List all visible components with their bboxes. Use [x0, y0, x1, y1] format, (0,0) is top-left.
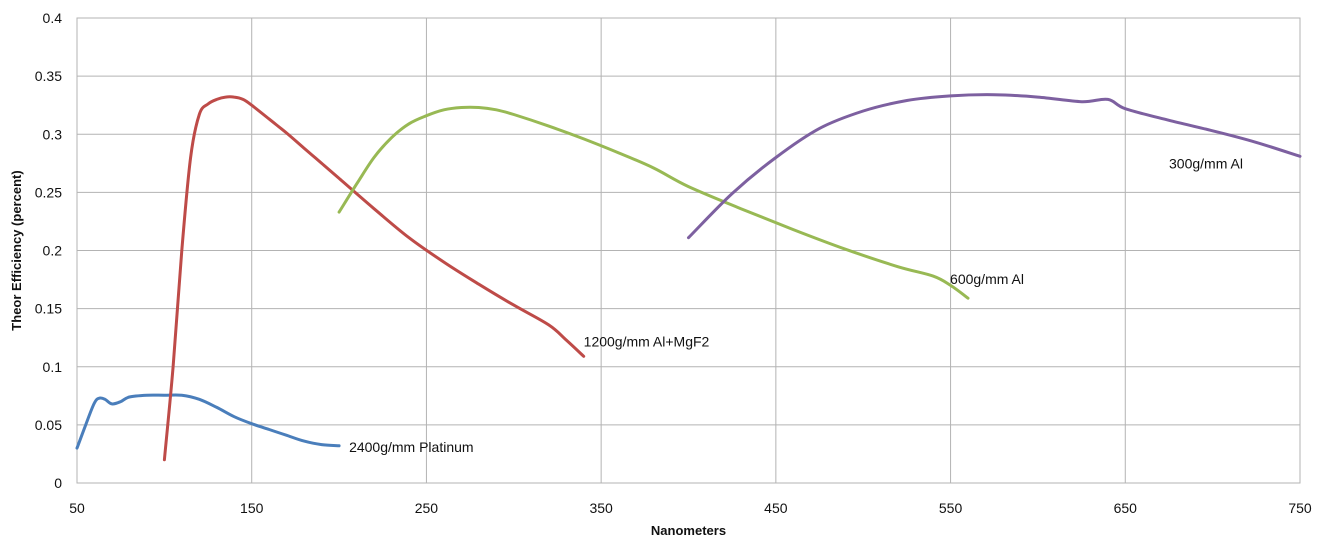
series-line-3	[337, 105, 970, 300]
x-tick-label: 350	[589, 500, 613, 516]
x-tick-label: 150	[240, 500, 264, 516]
x-tick-label: 450	[764, 500, 788, 516]
series-label-1: 2400g/mm Platinum	[349, 439, 474, 455]
series-label-2: 1200g/mm Al+MgF2	[584, 333, 710, 349]
x-tick-label: 50	[69, 500, 85, 516]
y-tick-label: 0.3	[43, 126, 63, 142]
series-line-2	[162, 95, 586, 462]
plot-area-border	[76, 17, 1301, 484]
y-tick-label: 0.35	[35, 68, 62, 84]
x-axis-ticks: 50 150 250 350 450 550 650 750	[69, 500, 1312, 516]
y-tick-label: 0.2	[43, 243, 63, 259]
series-lines	[75, 93, 1302, 462]
gridlines	[76, 17, 1301, 484]
y-axis-title: Theor Efficiency (percent)	[9, 170, 24, 330]
series-label-4: 300g/mm Al	[1169, 155, 1243, 171]
x-axis-title: Nanometers	[651, 523, 726, 538]
series-line-4	[687, 93, 1302, 240]
y-tick-label: 0.15	[35, 301, 62, 317]
y-tick-label: 0	[54, 475, 62, 491]
x-tick-label: 650	[1114, 500, 1138, 516]
y-axis-ticks: 0 0.05 0.1 0.15 0.2 0.25 0.3 0.35 0.4	[35, 10, 62, 491]
y-tick-label: 0.05	[35, 417, 62, 433]
series-line-1	[75, 393, 341, 450]
y-tick-label: 0.4	[43, 10, 63, 26]
series-labels: 2400g/mm Platinum 1200g/mm Al+MgF2 600g/mm…	[349, 155, 1243, 454]
y-tick-label: 0.25	[35, 184, 62, 200]
series-label-3: 600g/mm Al	[950, 271, 1024, 287]
y-tick-label: 0.1	[43, 359, 63, 375]
x-tick-label: 550	[939, 500, 963, 516]
x-tick-label: 250	[415, 500, 439, 516]
x-tick-label: 750	[1288, 500, 1312, 516]
